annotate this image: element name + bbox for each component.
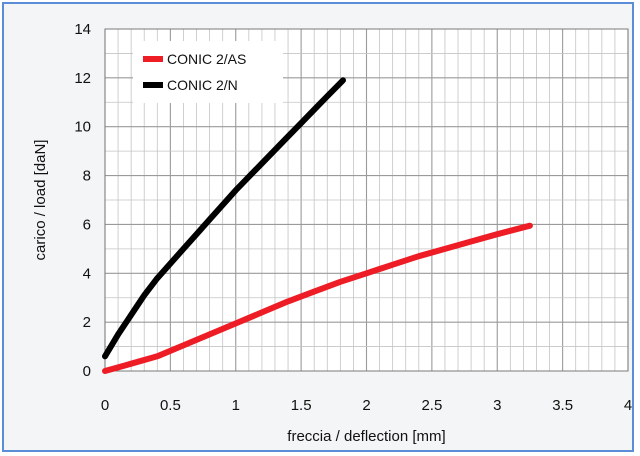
legend-box <box>133 41 283 103</box>
legend: CONIC 2/AS CONIC 2/N <box>133 41 283 103</box>
y-tick-label: 2 <box>83 314 91 331</box>
y-tick-label: 10 <box>74 119 91 136</box>
y-tick-label: 14 <box>74 21 91 38</box>
x-tick-label: 0.5 <box>160 397 181 414</box>
x-tick-label: 4 <box>624 397 632 414</box>
x-tick-label: 3.5 <box>552 397 573 414</box>
x-tick-label: 1.5 <box>291 397 312 414</box>
x-tick-label: 3 <box>493 397 501 414</box>
chart: 0 0.5 1 1.5 2 2.5 3 3.5 4 0 2 4 6 8 10 12 14 freccia / d… <box>32 21 632 445</box>
plot-border <box>104 28 629 372</box>
x-axis-title: freccia / deflection [mm] <box>287 428 445 445</box>
x-tick-label: 2 <box>362 397 370 414</box>
x-tick-label: 0 <box>101 397 109 414</box>
y-axis-title: carico / load [daN] <box>32 140 49 261</box>
chart-frame: 0 0.5 1 1.5 2 2.5 3 3.5 4 0 2 4 6 8 10 12 14 freccia / d… <box>2 2 634 452</box>
y-tick-label: 8 <box>83 168 91 185</box>
x-tick-label: 2.5 <box>421 397 442 414</box>
y-tick-label: 6 <box>83 216 91 233</box>
legend-label-conic-2-n: CONIC 2/N <box>167 77 238 93</box>
y-tick-label: 4 <box>83 265 91 282</box>
series-line-conic-2-n <box>102 77 346 360</box>
series-line-conic-2-as <box>102 222 533 374</box>
y-tick-label: 12 <box>74 70 91 87</box>
y-tick-label: 0 <box>83 363 91 380</box>
legend-label-conic-2-as: CONIC 2/AS <box>167 51 246 67</box>
x-tick-label: 1 <box>232 397 240 414</box>
